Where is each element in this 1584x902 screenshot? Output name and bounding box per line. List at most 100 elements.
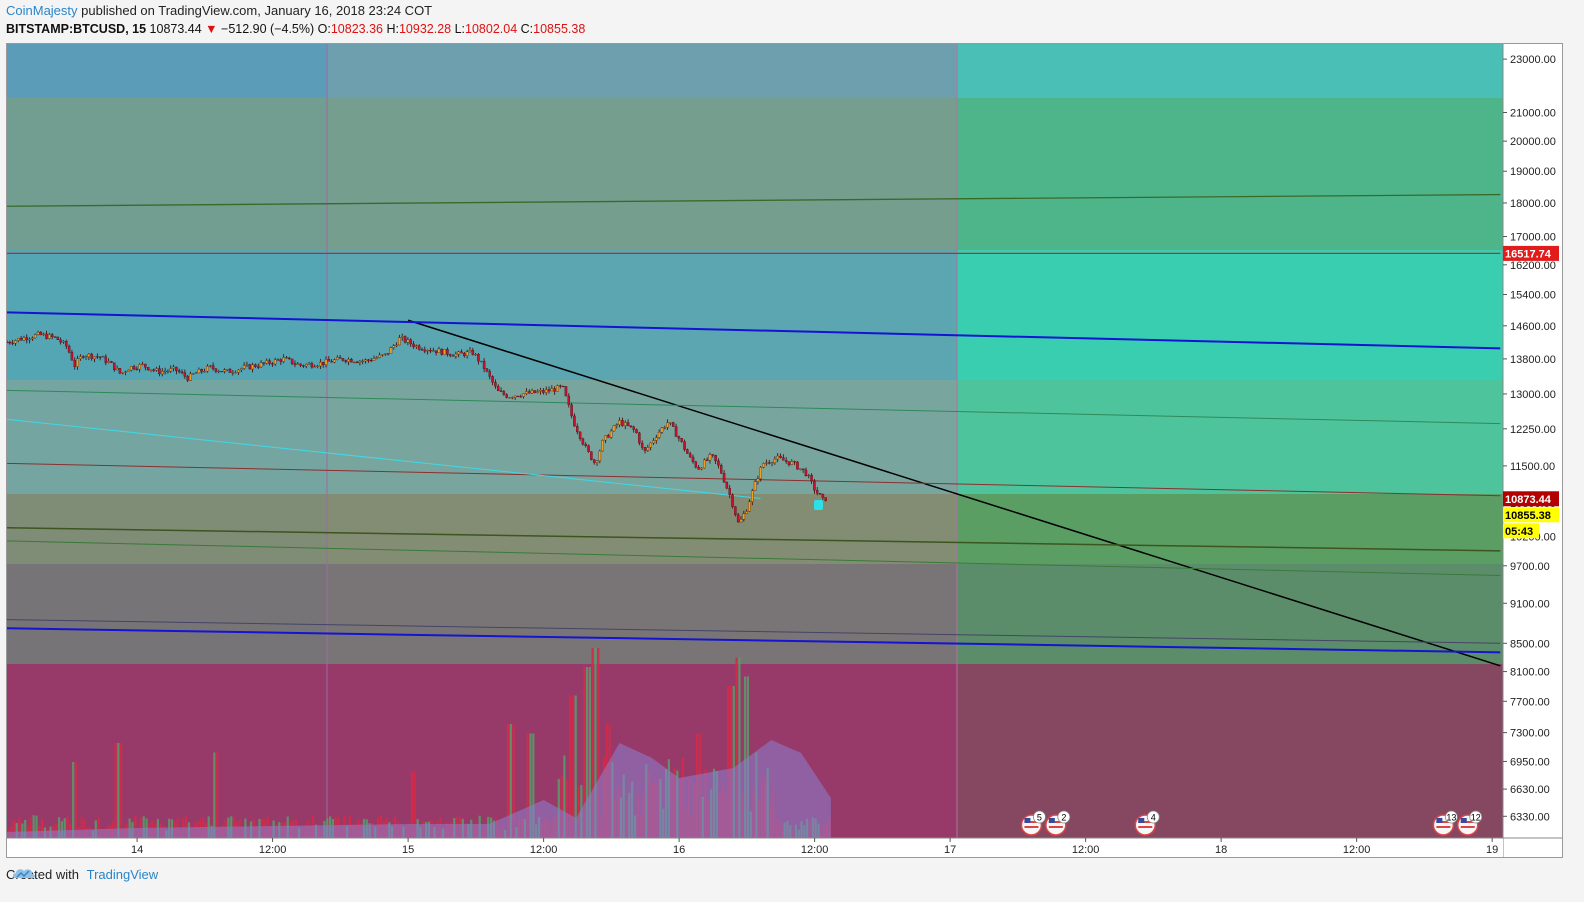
overlay-line-channel-bottom [7, 627, 1501, 654]
y-tick-label: 8100.00 [1510, 667, 1550, 679]
candle-body [770, 462, 774, 464]
candle-body [93, 356, 96, 359]
candle-body [276, 359, 280, 361]
candle-body [206, 366, 209, 372]
candle-body [570, 404, 573, 417]
flag-canton [1138, 818, 1145, 823]
candle-body [576, 426, 579, 433]
candle-body [290, 358, 294, 364]
candle-body [381, 354, 384, 356]
candle-body [426, 350, 429, 352]
candle-body [773, 458, 777, 463]
event-count-badge [1057, 810, 1071, 824]
event-markers: 5 2 4 13 12 [1020, 810, 1483, 836]
candle-body [725, 481, 729, 489]
event-count-badge [1146, 810, 1160, 824]
candle-body [779, 455, 782, 458]
candle-body [115, 368, 119, 371]
overlay-line-fib-top [7, 193, 1501, 207]
candle-body [434, 350, 438, 353]
candle-body [496, 386, 500, 392]
fib-zone-upper-right [957, 98, 1503, 250]
candle-body [587, 445, 590, 452]
flag-stripe [1048, 826, 1063, 828]
volume-bar [134, 815, 137, 838]
fib-zone-mid-right [957, 380, 1503, 494]
price-label-box [1503, 523, 1539, 539]
candle-body [214, 368, 218, 372]
candle-body [45, 333, 48, 339]
candle-body [67, 345, 71, 353]
flag-stripe [1048, 821, 1063, 823]
overlay-line-cyan-line [7, 418, 761, 499]
candle-body [344, 360, 348, 362]
candle-body [248, 364, 252, 370]
candle-body [33, 334, 37, 339]
candle-body [56, 336, 60, 340]
candle-body [127, 369, 130, 372]
candle-body [525, 391, 528, 394]
candle-body [765, 462, 768, 464]
candle-body [694, 461, 698, 468]
time-axis[interactable] [7, 838, 1503, 857]
candle-body [347, 359, 350, 362]
candle-body [705, 459, 709, 461]
candle-body [559, 385, 562, 387]
candle-body [626, 422, 630, 426]
candle-body [330, 361, 333, 363]
price-axis[interactable] [1503, 44, 1562, 838]
candle-body [7, 341, 9, 344]
volume-bar [117, 743, 120, 838]
chart-frame[interactable]: 5 2 4 13 12 23000.00 21000.00 20000.00 19000.00… [6, 43, 1563, 858]
overlay-line-fib-c [7, 526, 1501, 552]
price-chart[interactable]: 5 2 4 13 12 23000.00 21000.00 20000.00 19000.00… [7, 44, 1562, 857]
flag-canton [1048, 818, 1055, 823]
candle-body [73, 360, 77, 367]
candle-body [336, 357, 339, 360]
author-link[interactable]: CoinMajesty [6, 3, 78, 18]
volume-bar [32, 815, 35, 838]
candle-body [762, 463, 765, 468]
volume-bar [532, 733, 535, 838]
high-label: H: [386, 22, 399, 36]
candle-body [324, 359, 328, 365]
candle-body [406, 339, 410, 343]
candle-body [395, 344, 398, 346]
candle-body [369, 360, 373, 362]
volume-bar [66, 816, 69, 838]
volume-bar [60, 821, 63, 838]
candle-body [505, 394, 508, 398]
candle-body [703, 459, 706, 469]
candle-body [482, 360, 486, 369]
candle-body [807, 474, 811, 477]
candle-body [101, 356, 105, 358]
volume-bar [35, 815, 38, 838]
candle-body [759, 467, 763, 479]
candle-body [604, 435, 607, 441]
candle-body [412, 343, 415, 347]
candle-body [753, 481, 757, 491]
low-label: L: [454, 22, 466, 36]
candle-body [782, 457, 785, 461]
candle-body [708, 454, 712, 461]
candle-body [513, 395, 517, 398]
candle-body [793, 461, 796, 463]
candle-body [42, 333, 45, 335]
event-count-label: 4 [1151, 813, 1156, 823]
candle-body [409, 339, 412, 345]
candle-body [271, 363, 274, 365]
close-label: C: [520, 22, 534, 36]
price-label-box [1503, 245, 1559, 261]
price-change: −512.90 (−4.5%) [221, 22, 315, 36]
candle-body [149, 369, 153, 371]
price-label-box [1503, 507, 1559, 523]
tradingview-link[interactable]: TradingView [86, 867, 159, 882]
candle-body [448, 354, 452, 356]
candle-body [751, 490, 754, 502]
candle-body [801, 468, 805, 471]
candle-body [810, 474, 813, 482]
candle-body [480, 360, 483, 363]
candle-body [680, 438, 683, 442]
volume-bar [729, 686, 733, 838]
candle-body [39, 332, 43, 335]
